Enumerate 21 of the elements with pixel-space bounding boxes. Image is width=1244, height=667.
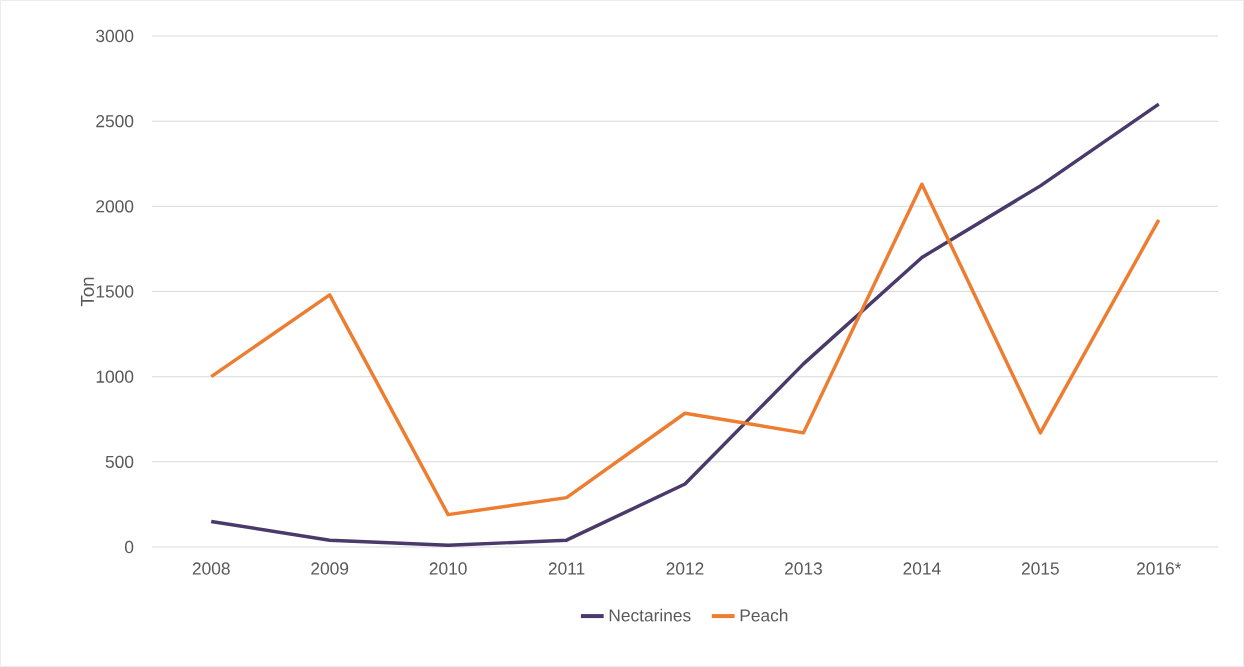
x-tick-label: 2008	[192, 562, 230, 575]
y-axis-title: Ton	[80, 277, 94, 307]
y-tick-label: 2500	[96, 115, 134, 128]
x-tick-label: 2016*	[1137, 562, 1182, 575]
x-tick-label: 2010	[429, 562, 467, 575]
x-tick-label: 2014	[903, 562, 941, 575]
x-tick-label: 2009	[311, 562, 349, 575]
x-tick-label: 2013	[785, 562, 822, 575]
x-tick-label: 2011	[548, 562, 585, 575]
y-tick-label: 500	[105, 455, 134, 468]
y-tick-label: 2000	[96, 200, 134, 213]
legend-label: Nectarines	[609, 608, 691, 622]
y-tick-label: 1000	[96, 370, 134, 383]
legend-label: Peach	[740, 608, 788, 622]
y-tick-label: 0	[124, 540, 134, 554]
x-tick-label: 2015	[1021, 562, 1059, 575]
y-tick-label: 1500	[96, 285, 134, 298]
x-tick-label: 2012	[666, 562, 704, 575]
y-tick-label: 3000	[96, 29, 134, 43]
line-series	[209, 102, 1161, 547]
line-series	[209, 182, 1161, 517]
